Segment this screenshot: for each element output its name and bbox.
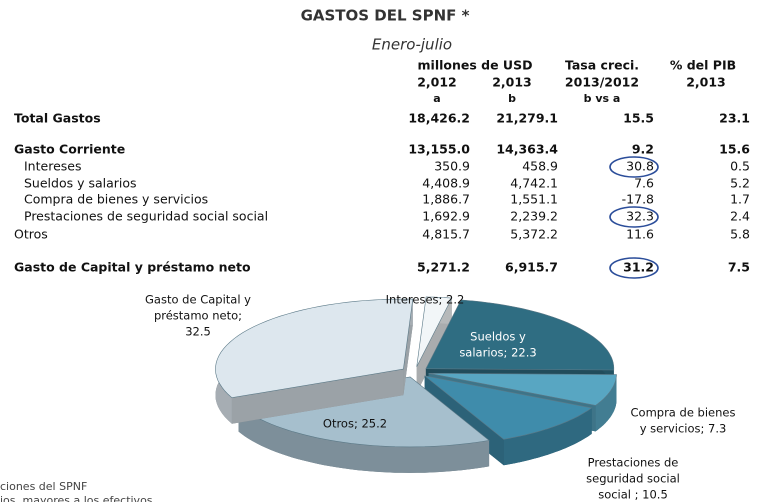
cell: 2,239.2: [510, 209, 558, 224]
col-header: 2,012: [417, 75, 457, 90]
row-label: Intereses: [24, 159, 81, 174]
cell: 15.6: [719, 142, 750, 157]
cell: 1,886.7: [422, 192, 470, 207]
col-header: % del PIB: [670, 58, 736, 73]
cell: 32.3: [626, 209, 654, 224]
cell: 4,408.9: [422, 176, 470, 191]
row-label: Total Gastos: [14, 111, 101, 126]
cell: 350.9: [434, 159, 470, 174]
highlight-circle: [609, 206, 659, 228]
cell: 14,363.4: [496, 142, 558, 157]
row-label: Sueldos y salarios: [24, 176, 137, 191]
slice-top: [416, 296, 453, 367]
row-label: Gasto de Capital y préstamo neto: [14, 260, 251, 275]
cell: 0.5: [730, 159, 750, 174]
cell: 5,372.2: [510, 227, 558, 242]
cell: 5.2: [730, 176, 750, 191]
cell: 9.2: [632, 142, 654, 157]
cell: 4,742.1: [510, 176, 558, 191]
cell: 15.5: [623, 111, 654, 126]
row-label: Prestaciones de seguridad social social: [24, 209, 268, 224]
cell: 23.1: [719, 111, 750, 126]
cell: 458.9: [522, 159, 558, 174]
pie-slice: [215, 298, 414, 424]
pie-label: salarios; 22.3: [459, 346, 536, 360]
slice-top: [424, 375, 593, 440]
slice-side: [503, 407, 592, 466]
col-header: 2013/2012: [565, 75, 639, 90]
pie-label: Prestaciones de: [588, 456, 679, 470]
slice-side: [231, 369, 404, 424]
cell: 6,915.7: [505, 260, 558, 275]
pie-label: Gasto de Capital y: [145, 293, 251, 307]
footer-text: ciones del SPNF: [0, 480, 87, 493]
pie-label: Otros; 25.2: [323, 417, 387, 431]
highlight-circle: [609, 156, 659, 178]
cell: 1,551.1: [510, 192, 558, 207]
slice-top: [237, 376, 490, 448]
cell: 11.6: [626, 227, 654, 242]
row-label: Gasto Corriente: [14, 142, 125, 157]
slice-side: [238, 405, 490, 473]
cell: 5.8: [730, 227, 750, 242]
title: GASTOS DEL SPNF *: [301, 7, 470, 25]
cell: 30.8: [626, 159, 654, 174]
cell: 2.4: [730, 209, 750, 224]
pie-label: social ; 10.5: [598, 488, 668, 502]
cell: 4,815.7: [422, 227, 470, 242]
footer-text: ios, mayores a los efectivos: [0, 494, 153, 502]
pie-label: préstamo neto;: [154, 309, 242, 323]
pie-label: Compra de bienes: [631, 406, 736, 420]
cell: 13,155.0: [408, 142, 470, 157]
col-header: 2,013: [686, 75, 726, 90]
slice-side: [595, 374, 617, 432]
col-header: 2,013: [492, 75, 532, 90]
cell: 1,692.9: [422, 209, 470, 224]
col-header: a: [433, 92, 440, 105]
col-header: b: [508, 92, 516, 105]
cell: 18,426.2: [408, 111, 470, 126]
cell: 7.5: [728, 260, 750, 275]
slice-top: [215, 298, 414, 399]
pie-label: y servicios; 7.3: [640, 422, 727, 436]
col-header: b vs a: [584, 92, 621, 105]
cell: -17.8: [622, 192, 654, 207]
col-group-header: millones de USD: [418, 58, 533, 73]
pie-label: Sueldos y: [470, 330, 526, 344]
cell: 31.2: [623, 260, 654, 275]
col-header: Tasa creci.: [565, 58, 639, 73]
row-label: Otros: [14, 227, 48, 242]
highlight-circle: [609, 257, 659, 279]
cell: 21,279.1: [496, 111, 558, 126]
cell: 5,271.2: [417, 260, 470, 275]
slice-top: [425, 299, 615, 371]
pie-label: Intereses; 2.2: [386, 293, 465, 307]
slice-top: [428, 373, 617, 406]
pie-label: 32.5: [185, 325, 211, 339]
cell: 7.6: [634, 176, 654, 191]
pie-label: seguridad social: [586, 472, 680, 486]
row-label: Compra de bienes y servicios: [24, 192, 208, 207]
cell: 1.7: [730, 192, 750, 207]
subtitle: Enero-julio: [372, 36, 452, 54]
